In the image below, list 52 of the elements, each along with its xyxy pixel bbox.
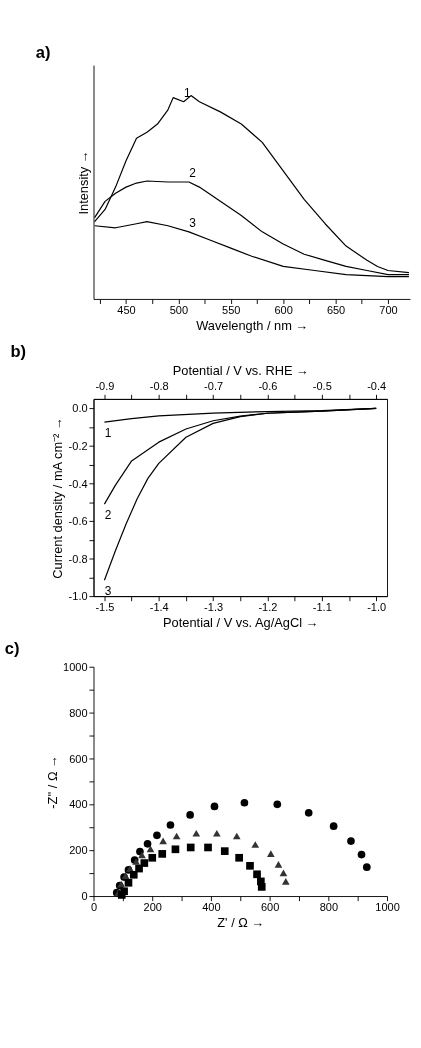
y-tick-label: -0.6 — [68, 515, 88, 528]
x-tick-label: 600 — [274, 304, 293, 317]
y-tick-label: -0.8 — [68, 552, 88, 565]
chart-title: b) — [10, 341, 26, 360]
annotation: 1 — [184, 86, 192, 101]
y-tick-label: -1.0 — [68, 590, 88, 603]
x2-tick-label: -0.5 — [312, 380, 332, 393]
y-tick-label: 800 — [69, 706, 88, 719]
y-tick-label: 0 — [81, 890, 88, 903]
x-tick-label: -1.4 — [149, 601, 169, 614]
x-tick-label: -1.1 — [312, 601, 332, 614]
x2-tick-label: -0.4 — [367, 380, 387, 393]
annotation: 3 — [104, 583, 112, 598]
x-axis-title: Wavelength / nm → — [196, 317, 309, 333]
x2-tick-label: -0.6 — [258, 380, 278, 393]
x-tick-label: 0 — [90, 901, 98, 914]
x2-tick-label: -0.8 — [149, 380, 169, 393]
y-axis-title: Current density / mA cm⁻² → — [50, 417, 66, 579]
y-tick-label: -0.2 — [68, 440, 88, 453]
x2-tick-label: -0.9 — [95, 380, 115, 393]
annotation: 3 — [189, 216, 197, 231]
x2-tick-label: -0.7 — [204, 380, 224, 393]
y-tick-label: 400 — [69, 798, 88, 811]
y-tick-label: 1000 — [63, 660, 88, 673]
chart-title: a) — [35, 42, 51, 61]
annotation: 1 — [104, 425, 112, 440]
y-tick-label: 600 — [69, 752, 88, 765]
x-axis-title: Z' / Ω → — [217, 914, 265, 930]
y-tick-label: 200 — [69, 844, 88, 857]
y-tick-label: 0.0 — [72, 402, 88, 415]
x-tick-label: -1.3 — [204, 601, 224, 614]
x2-axis-title: Potential / V vs. RHE → — [172, 362, 309, 378]
x-axis-title: Potential / V vs. Ag/AgCl → — [163, 614, 319, 630]
x-tick-label: 400 — [202, 901, 221, 914]
x-tick-label: -1.5 — [95, 601, 115, 614]
x-tick-label: 800 — [319, 901, 338, 914]
annotation: 2 — [104, 507, 112, 522]
y-axis-title: Intensity → — [75, 150, 91, 215]
x-tick-label: 650 — [326, 304, 346, 317]
x-tick-label: -1.0 — [367, 601, 387, 614]
x-tick-label: 700 — [379, 304, 398, 317]
y-tick-label: -0.4 — [68, 477, 88, 490]
x-tick-label: 450 — [117, 304, 136, 317]
x-tick-label: 600 — [260, 901, 280, 914]
chart-title: c) — [4, 638, 20, 657]
x-tick-label: 500 — [169, 304, 189, 317]
x-tick-label: 1000 — [375, 901, 400, 914]
y-axis-title: -Z'' / Ω → — [44, 755, 60, 809]
x-tick-label: 550 — [222, 304, 241, 317]
x-tick-label: 200 — [143, 901, 162, 914]
annotation: 2 — [189, 166, 197, 181]
x-tick-label: -1.2 — [258, 601, 278, 614]
